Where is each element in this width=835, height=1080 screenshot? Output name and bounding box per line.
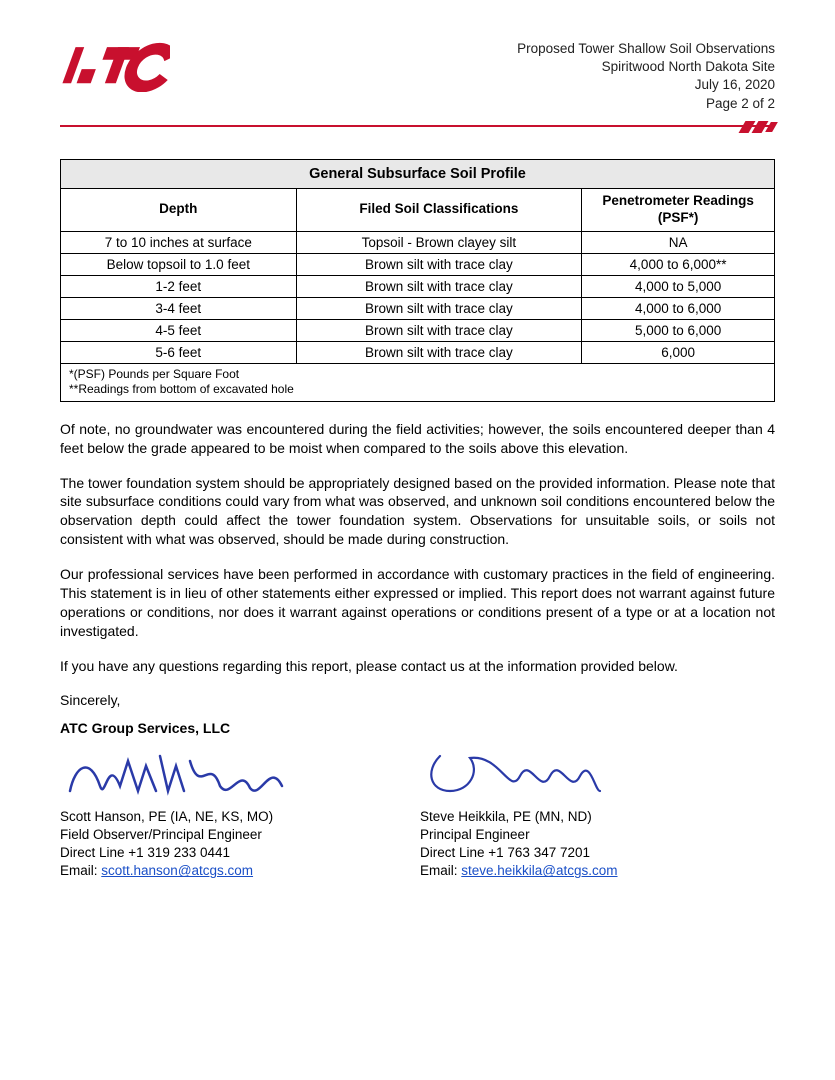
table-cell: Brown silt with trace clay — [296, 275, 582, 297]
closing: Sincerely, — [60, 692, 775, 708]
header-line: July 16, 2020 — [517, 76, 775, 94]
table-title-row: General Subsurface Soil Profile — [61, 159, 775, 188]
table-cell: Brown silt with trace clay — [296, 253, 582, 275]
page-header: Proposed Tower Shallow Soil Observations… — [60, 40, 775, 113]
table-cell: 4-5 feet — [61, 319, 297, 341]
signature-icon — [60, 746, 290, 801]
signer-email-line: Email: scott.hanson@atcgs.com — [60, 862, 340, 880]
table-title: General Subsurface Soil Profile — [61, 159, 775, 188]
col-header: Penetrometer Readings (PSF*) — [582, 188, 775, 231]
signer-title: Principal Engineer — [420, 826, 700, 844]
rule-slashes — [742, 121, 775, 133]
col-header: Depth — [61, 188, 297, 231]
email-label: Email: — [60, 863, 101, 878]
table-cell: Brown silt with trace clay — [296, 319, 582, 341]
atc-logo-icon — [60, 40, 170, 92]
table-row: 7 to 10 inches at surfaceTopsoil - Brown… — [61, 231, 775, 253]
footnote: **Readings from bottom of excavated hole — [69, 382, 766, 398]
signature-block: Scott Hanson, PE (IA, NE, KS, MO) Field … — [60, 746, 340, 881]
body-text: Of note, no groundwater was encountered … — [60, 420, 775, 676]
table-row: 5-6 feetBrown silt with trace clay6,000 — [61, 341, 775, 363]
table-footnotes: *(PSF) Pounds per Square Foot **Readings… — [61, 363, 775, 401]
table-row: 4-5 feetBrown silt with trace clay5,000 … — [61, 319, 775, 341]
header-rule — [60, 125, 775, 131]
signer-name: Steve Heikkila, PE (MN, ND) — [420, 808, 700, 826]
table-cell: 7 to 10 inches at surface — [61, 231, 297, 253]
table-footnote-row: *(PSF) Pounds per Square Foot **Readings… — [61, 363, 775, 401]
email-label: Email: — [420, 863, 461, 878]
col-header: Filed Soil Classifications — [296, 188, 582, 231]
table-row: Below topsoil to 1.0 feetBrown silt with… — [61, 253, 775, 275]
footnote: *(PSF) Pounds per Square Foot — [69, 367, 766, 383]
table-cell: NA — [582, 231, 775, 253]
table-cell: 3-4 feet — [61, 297, 297, 319]
signer-email-line: Email: steve.heikkila@atcgs.com — [420, 862, 700, 880]
table-cell: 1-2 feet — [61, 275, 297, 297]
header-line: Page 2 of 2 — [517, 95, 775, 113]
table-cell: Topsoil - Brown clayey silt — [296, 231, 582, 253]
paragraph: Of note, no groundwater was encountered … — [60, 420, 775, 458]
paragraph: If you have any questions regarding this… — [60, 657, 775, 676]
signer-title: Field Observer/Principal Engineer — [60, 826, 340, 844]
table-cell: Brown silt with trace clay — [296, 297, 582, 319]
signature-row: Scott Hanson, PE (IA, NE, KS, MO) Field … — [60, 746, 775, 881]
table-cell: 4,000 to 5,000 — [582, 275, 775, 297]
soil-profile-table: General Subsurface Soil Profile Depth Fi… — [60, 159, 775, 402]
table-cell: Brown silt with trace clay — [296, 341, 582, 363]
signer-phone: Direct Line +1 763 347 7201 — [420, 844, 700, 862]
email-link[interactable]: scott.hanson@atcgs.com — [101, 863, 253, 878]
table-header-row: Depth Filed Soil Classifications Penetro… — [61, 188, 775, 231]
header-line: Spiritwood North Dakota Site — [517, 58, 775, 76]
logo — [60, 40, 170, 95]
table-cell: Below topsoil to 1.0 feet — [61, 253, 297, 275]
signature-icon — [420, 746, 620, 801]
table-cell: 5-6 feet — [61, 341, 297, 363]
email-link[interactable]: steve.heikkila@atcgs.com — [461, 863, 617, 878]
signer-name: Scott Hanson, PE (IA, NE, KS, MO) — [60, 808, 340, 826]
table-cell: 5,000 to 6,000 — [582, 319, 775, 341]
table-cell: 6,000 — [582, 341, 775, 363]
signature-block: Steve Heikkila, PE (MN, ND) Principal En… — [420, 746, 700, 881]
paragraph: The tower foundation system should be ap… — [60, 474, 775, 550]
company-name: ATC Group Services, LLC — [60, 720, 775, 736]
paragraph: Our professional services have been perf… — [60, 565, 775, 641]
header-text-block: Proposed Tower Shallow Soil Observations… — [517, 40, 775, 113]
signer-phone: Direct Line +1 319 233 0441 — [60, 844, 340, 862]
table-row: 1-2 feetBrown silt with trace clay4,000 … — [61, 275, 775, 297]
rule-line — [60, 125, 775, 128]
table-cell: 4,000 to 6,000 — [582, 297, 775, 319]
table-row: 3-4 feetBrown silt with trace clay4,000 … — [61, 297, 775, 319]
header-line: Proposed Tower Shallow Soil Observations — [517, 40, 775, 58]
table-cell: 4,000 to 6,000** — [582, 253, 775, 275]
